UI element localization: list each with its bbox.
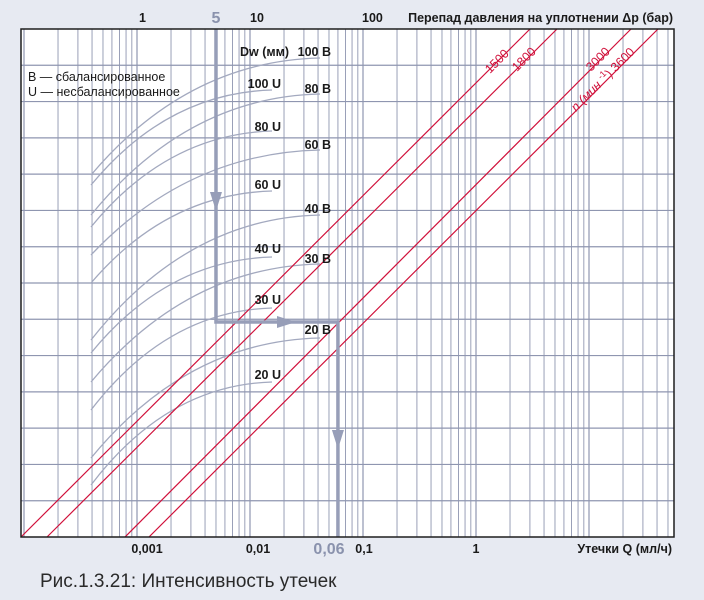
figure-caption: Рис.1.3.21: Интенсивность утечек — [40, 571, 337, 592]
speed-line-1500 — [20, 28, 531, 538]
legend-balanced: B — сбалансированное — [28, 70, 165, 84]
top-tick-100: 100 — [362, 11, 383, 25]
bottom-tick-0.01: 0,01 — [246, 542, 270, 556]
diameter-curve — [90, 130, 273, 228]
top-axis-title: Перепад давления на уплотнении Δp (бар) — [408, 11, 673, 25]
diameter-curve — [90, 149, 321, 256]
grid — [21, 29, 674, 537]
curve-header: Dw (мм) — [240, 45, 289, 59]
arrow-down-icon — [209, 192, 222, 211]
curve-label: 60 U — [255, 178, 281, 192]
curve-label: 40 U — [255, 242, 281, 256]
bottom-tick-0.1: 0,1 — [355, 542, 372, 556]
speed-line-3000 — [124, 28, 632, 538]
diameter-curve — [90, 337, 321, 459]
curve-label: 30 B — [305, 252, 331, 266]
diameter-curve — [90, 256, 273, 354]
legend-unbalanced: U — несбалансированное — [28, 85, 180, 99]
curve-label: 100 B — [298, 45, 331, 59]
diameter-curves — [90, 57, 321, 486]
speed-lines — [20, 28, 659, 538]
diameter-curve — [90, 57, 321, 176]
bottom-axis-title: Утечки Q (мл/ч) — [577, 542, 672, 556]
curve-label: 80 U — [255, 120, 281, 134]
top-tick-10: 10 — [250, 11, 264, 25]
diameter-curve — [90, 190, 273, 284]
example-dp-label: 5 — [212, 10, 221, 27]
diameter-curve — [90, 93, 321, 216]
speed-line-3600 — [148, 28, 659, 538]
curve-label: 60 B — [305, 138, 331, 152]
diameter-curve — [90, 89, 273, 186]
curve-labels: 100 B 100 U 80 B 80 U 60 B 60 U 40 B 40 U 30 B 30… — [248, 45, 331, 382]
curve-label: 100 U — [248, 77, 281, 91]
arrow-down-icon — [331, 430, 344, 449]
example-q-label: 0,06 — [313, 541, 344, 558]
diameter-curve — [90, 214, 321, 341]
diameter-curve — [90, 307, 273, 411]
example-path — [209, 29, 344, 537]
curve-label: 20 U — [255, 368, 281, 382]
curve-label: 30 U — [255, 293, 281, 307]
speed-line-1800 — [46, 28, 558, 538]
diameter-curve — [90, 263, 321, 383]
bottom-tick-0.001: 0,001 — [131, 542, 162, 556]
arrow-right-icon — [277, 316, 296, 328]
top-tick-1: 1 — [139, 11, 146, 25]
bottom-tick-1: 1 — [473, 542, 480, 556]
plot-frame — [20, 28, 675, 538]
curve-label: 20 B — [305, 323, 331, 337]
diameter-curve — [90, 381, 273, 486]
curve-label: 80 B — [305, 82, 331, 96]
curve-label: 40 B — [305, 202, 331, 216]
example-path-line — [214, 29, 340, 537]
